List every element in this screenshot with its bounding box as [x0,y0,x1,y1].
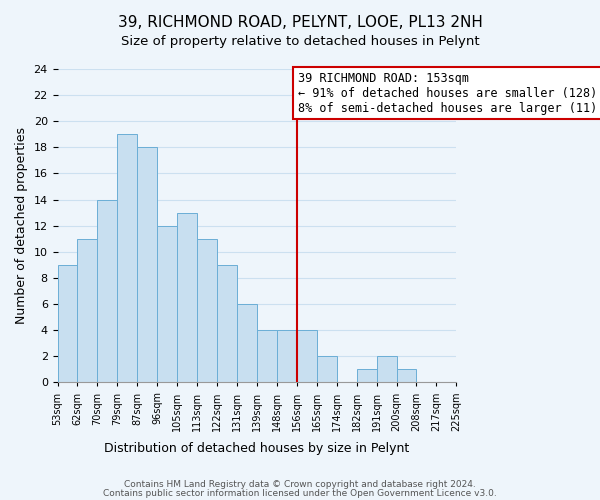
Text: 39 RICHMOND ROAD: 153sqm
← 91% of detached houses are smaller (128)
8% of semi-d: 39 RICHMOND ROAD: 153sqm ← 91% of detach… [298,72,600,114]
Bar [177,212,197,382]
Bar [118,134,137,382]
Bar [97,200,118,382]
Bar [58,265,77,382]
Text: Contains public sector information licensed under the Open Government Licence v3: Contains public sector information licen… [103,488,497,498]
Bar [197,238,217,382]
Bar [377,356,397,382]
Bar [137,148,157,382]
Bar [317,356,337,382]
Text: 39, RICHMOND ROAD, PELYNT, LOOE, PL13 2NH: 39, RICHMOND ROAD, PELYNT, LOOE, PL13 2N… [118,15,482,30]
Bar [397,370,416,382]
Bar [277,330,297,382]
Bar [157,226,177,382]
Bar [297,330,317,382]
Bar [237,304,257,382]
Bar [356,370,377,382]
Text: Size of property relative to detached houses in Pelynt: Size of property relative to detached ho… [121,35,479,48]
Bar [217,265,237,382]
Text: Contains HM Land Registry data © Crown copyright and database right 2024.: Contains HM Land Registry data © Crown c… [124,480,476,489]
X-axis label: Distribution of detached houses by size in Pelynt: Distribution of detached houses by size … [104,442,410,455]
Bar [77,238,97,382]
Bar [257,330,277,382]
Y-axis label: Number of detached properties: Number of detached properties [15,127,28,324]
